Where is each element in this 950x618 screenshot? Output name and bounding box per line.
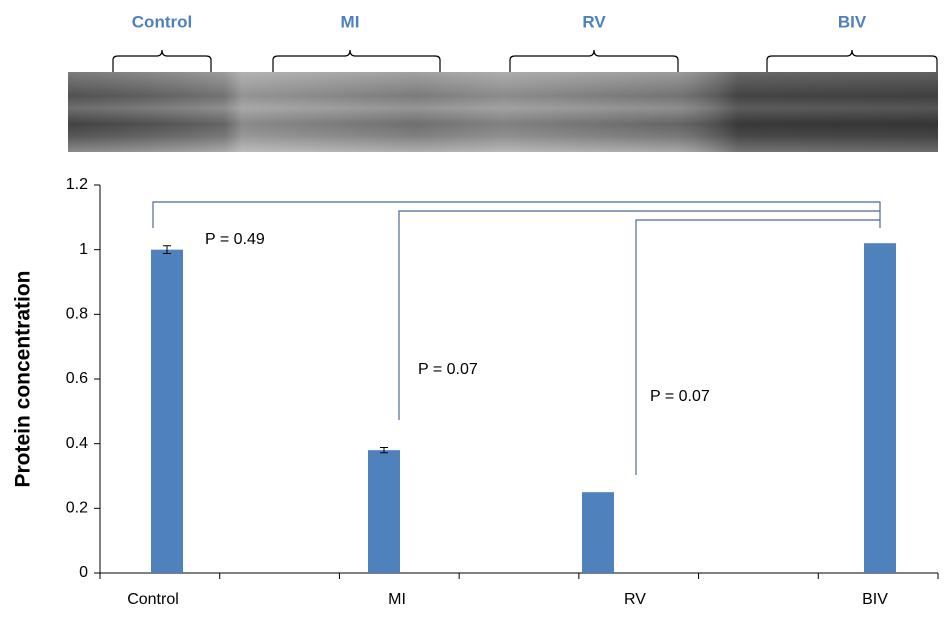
y-tick-label: 1 [79, 241, 88, 258]
x-tick-label: Control [127, 591, 179, 608]
x-tick-label: BIV [862, 591, 888, 608]
blot-label: MI [341, 12, 360, 31]
blot-label: BIV [838, 12, 867, 31]
figure: Control MI RV BIV Protein concentration … [0, 0, 950, 618]
y-tick-label: 0.8 [66, 306, 88, 323]
blot: Control MI RV BIV [68, 12, 938, 152]
x-tick-label: RV [624, 591, 646, 608]
bar [864, 243, 896, 573]
blot-label: Control [132, 12, 192, 31]
bar [368, 450, 400, 573]
y-tick-label: 0.6 [66, 370, 88, 387]
x-tick-label: MI [388, 591, 406, 608]
blot-label: RV [582, 12, 606, 31]
y-tick-label: 0.4 [66, 435, 88, 452]
y-tick-label: 1.2 [66, 176, 88, 193]
blot-shading [68, 72, 938, 152]
p-value: P = 0.07 [650, 388, 710, 405]
p-value: P = 0.49 [205, 231, 265, 248]
y-tick-label: 0 [79, 564, 88, 581]
bar [582, 492, 614, 573]
y-axis-title: Protein concentration [12, 270, 35, 487]
bar [151, 250, 183, 573]
y-tick-label: 0.2 [66, 500, 88, 517]
braces [113, 50, 937, 72]
p-value: P = 0.07 [418, 361, 478, 378]
